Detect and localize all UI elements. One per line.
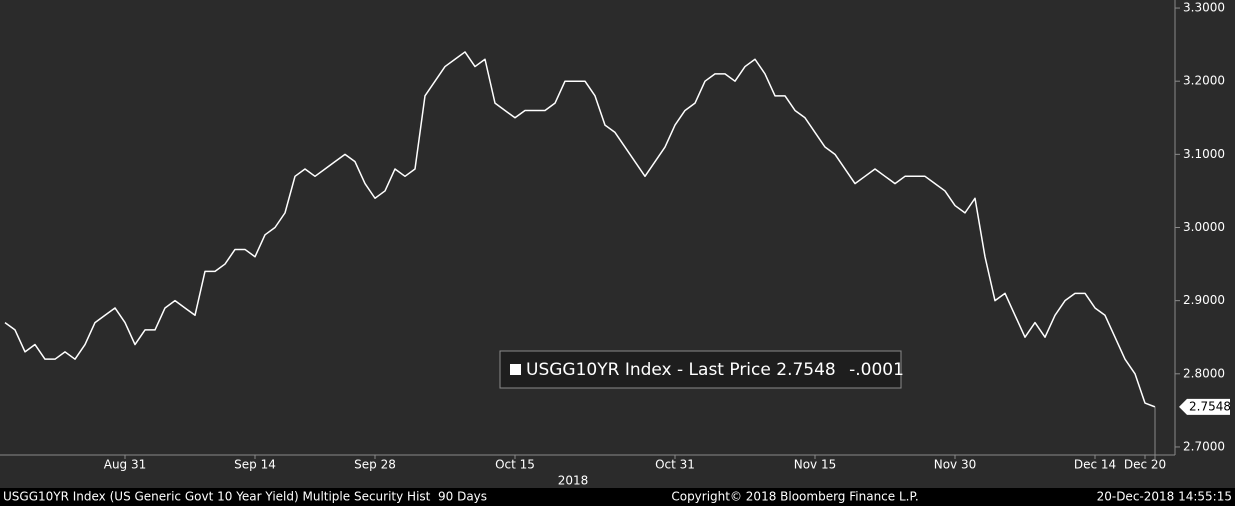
x-tick-label: Aug 31 xyxy=(104,458,147,472)
y-tick-label: 3.1000 xyxy=(1183,147,1225,161)
y-tick-label: 3.0000 xyxy=(1183,220,1225,234)
x-tick-label: Dec 20 xyxy=(1124,458,1166,472)
x-tick-label: Dec 14 xyxy=(1074,458,1116,472)
x-tick-label: Sep 28 xyxy=(354,458,396,472)
year-label: 2018 xyxy=(558,474,589,488)
x-tick-label: Nov 15 xyxy=(794,458,837,472)
legend-change: -.0001 xyxy=(849,360,904,380)
y-tick-label: 2.8000 xyxy=(1183,366,1225,380)
footer-left: USGG10YR Index (US Generic Govt 10 Year … xyxy=(3,490,487,504)
legend-last: 2.7548 xyxy=(776,360,835,380)
x-tick-label: Nov 30 xyxy=(934,458,977,472)
footer-center: Copyright© 2018 Bloomberg Finance L.P. xyxy=(671,490,918,504)
legend: USGG10YR Index - Last Price 2.7548 -.000… xyxy=(499,350,904,389)
legend-swatch xyxy=(510,364,521,375)
series-line xyxy=(4,51,1156,408)
y-tick-label: 3.3000 xyxy=(1183,1,1225,15)
legend-name: USGG10YR Index - Last Price xyxy=(526,360,771,380)
x-tick-label: Oct 15 xyxy=(495,458,535,472)
y-tick-label: 2.7000 xyxy=(1183,439,1225,453)
y-tick-label: 3.2000 xyxy=(1183,74,1225,88)
x-tick-label: Oct 31 xyxy=(655,458,695,472)
x-tick-label: Sep 14 xyxy=(234,458,276,472)
last-price-tag xyxy=(1179,398,1230,415)
footer-bar xyxy=(0,488,1235,506)
legend-box xyxy=(499,350,902,389)
last-price-label: 2.7548 xyxy=(1189,399,1231,413)
legend-text: USGG10YR Index - Last Price 2.7548 -.000… xyxy=(526,360,904,380)
footer-right: 20-Dec-2018 14:55:15 xyxy=(1097,490,1232,504)
y-tick-label: 2.9000 xyxy=(1183,293,1225,307)
